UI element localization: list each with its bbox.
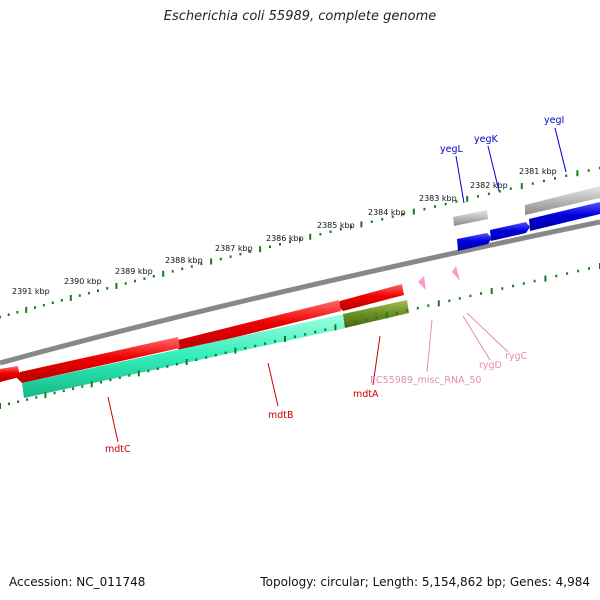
gene-yegL[interactable] (457, 233, 492, 251)
gene-yegI[interactable] (529, 202, 600, 231)
rna-marker-1[interactable] (418, 276, 426, 290)
label-mdtC[interactable]: mdtC (105, 444, 131, 455)
scale-label: 2389 kbp (115, 267, 153, 276)
gene-pseudo-yegL[interactable] (453, 210, 488, 226)
label-mdtB[interactable]: mdtB (268, 410, 294, 421)
scale-label: 2390 kbp (64, 277, 102, 286)
outer-scale-ticks (0, 166, 600, 319)
gene-mdtB[interactable] (175, 300, 341, 351)
label-yegK[interactable]: yegK (474, 134, 498, 145)
inner-scale-ticks (0, 263, 600, 409)
label-yegL[interactable]: yegL (440, 144, 463, 155)
gene-mdtA[interactable] (338, 284, 404, 311)
scale-label: 2381 kbp (519, 167, 557, 176)
gene-yegK[interactable] (490, 222, 530, 241)
accession-text: Accession: NC_011748 (9, 575, 146, 589)
scale-label: 2387 kbp (215, 244, 253, 253)
cds-track-mdtA (343, 300, 409, 328)
scale-label: 2382 kbp (470, 181, 508, 190)
label-misc-rna[interactable]: EC55989_misc_RNA_50 (370, 375, 481, 386)
scale-label: 2388 kbp (165, 256, 203, 265)
gene-pseudo-yegI[interactable] (525, 186, 600, 215)
topology-text: Topology: circular; Length: 5,154,862 bp… (260, 575, 590, 589)
scale-labels: 2381 kbp 2382 kbp 2383 kbp 2384 kbp 2385 kbp… (12, 167, 557, 296)
scale-label: 2386 kbp (266, 234, 304, 243)
gene-left-partial[interactable] (0, 366, 20, 382)
scale-label: 2391 kbp (12, 287, 50, 296)
scale-label: 2384 kbp (368, 208, 406, 217)
label-rygC[interactable]: rygC (505, 351, 528, 362)
page-title: Escherichia coli 55989, complete genome (163, 9, 437, 24)
label-rygD[interactable]: rygD (479, 360, 502, 371)
gene-mdtC[interactable] (16, 337, 180, 383)
scale-label: 2383 kbp (419, 194, 457, 203)
leader-lines (107, 127, 567, 443)
genome-backbone (0, 219, 600, 366)
label-yegI[interactable]: yegI (544, 115, 564, 126)
scale-label: 2385 kbp (317, 221, 355, 230)
cds-track-mdtBC (22, 314, 346, 398)
rna-marker-2[interactable] (452, 266, 460, 281)
label-mdtA[interactable]: mdtA (353, 389, 379, 400)
